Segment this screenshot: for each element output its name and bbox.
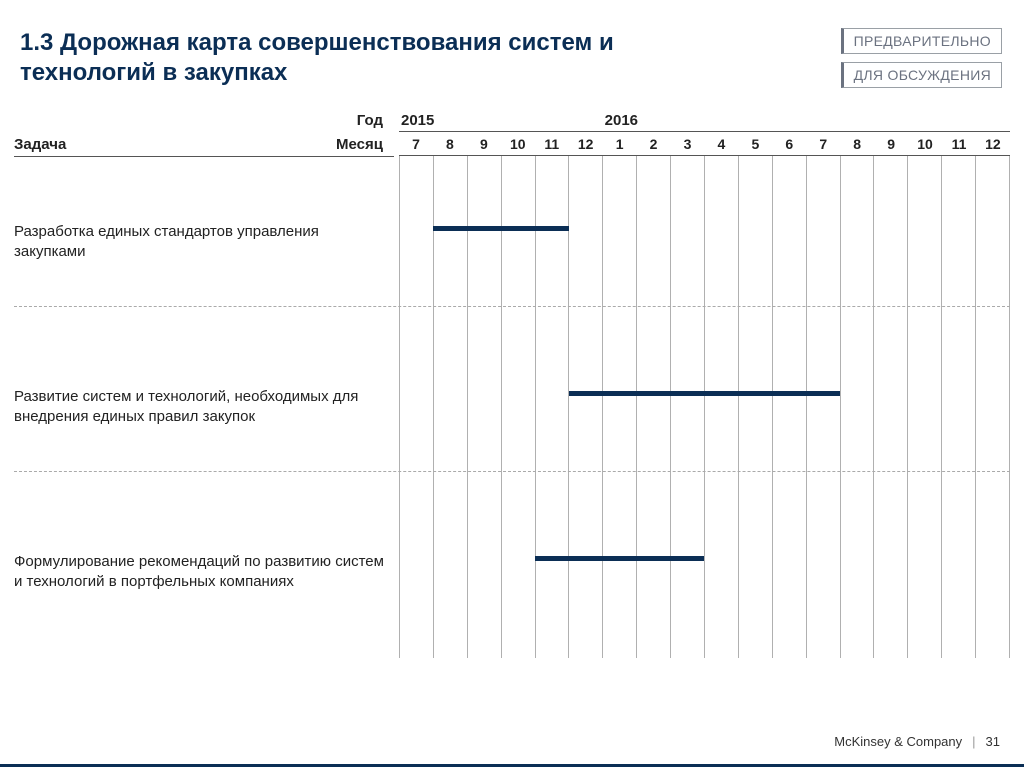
month-cell: 12 — [976, 132, 1010, 156]
month-cell: 8 — [840, 132, 874, 156]
task-label: Развитие систем и технологий, необходимы… — [14, 387, 384, 426]
stamps-container: ПРЕДВАРИТЕЛЬНО ДЛЯ ОБСУЖДЕНИЯ — [841, 28, 1002, 88]
year-cell: 2015 — [399, 108, 603, 132]
month-cell: 10 — [501, 132, 535, 156]
month-cell: 3 — [671, 132, 705, 156]
task-row: Развитие систем и технологий, необходимы… — [14, 391, 1010, 451]
gantt-bar — [433, 226, 569, 231]
gantt-tasks: Разработка единых стандартов управления … — [14, 156, 1010, 658]
month-cell: 4 — [704, 132, 738, 156]
month-cell: 9 — [874, 132, 908, 156]
month-row-label: Месяц — [336, 136, 383, 153]
month-cell: 12 — [569, 132, 603, 156]
row-divider — [14, 471, 1010, 472]
footer-page-number: 31 — [986, 734, 1000, 749]
gantt-bar — [569, 391, 841, 396]
month-cell: 6 — [772, 132, 806, 156]
years-row: 20152016 — [399, 108, 1010, 132]
gantt-bar — [535, 556, 705, 561]
month-cell: 7 — [806, 132, 840, 156]
month-cell: 8 — [433, 132, 467, 156]
month-cell: 10 — [908, 132, 942, 156]
month-cell: 9 — [467, 132, 501, 156]
task-column-header: Задача — [14, 136, 66, 153]
month-cell: 1 — [603, 132, 637, 156]
month-cell: 2 — [637, 132, 671, 156]
task-label: Разработка единых стандартов управления … — [14, 222, 384, 261]
month-cell: 5 — [738, 132, 772, 156]
month-cell: 7 — [399, 132, 433, 156]
row-divider — [14, 306, 1010, 307]
task-row: Разработка единых стандартов управления … — [14, 226, 1010, 286]
stamp-preliminary: ПРЕДВАРИТЕЛЬНО — [841, 28, 1002, 54]
footer-company: McKinsey & Company — [834, 734, 962, 749]
page-title: 1.3 Дорожная карта совершенствования сис… — [20, 28, 720, 88]
stamp-discussion: ДЛЯ ОБСУЖДЕНИЯ — [841, 62, 1002, 88]
months-row: 789101112123456789101112 — [399, 132, 1010, 156]
gantt-chart: Задача Год Месяц 20152016 78910111212345… — [14, 108, 1010, 658]
year-cell: 2016 — [603, 108, 1010, 132]
month-cell: 11 — [535, 132, 569, 156]
footer-separator: | — [972, 734, 975, 749]
task-label: Формулирование рекомендаций по развитию … — [14, 552, 384, 591]
month-cell: 11 — [942, 132, 976, 156]
task-row: Формулирование рекомендаций по развитию … — [14, 556, 1010, 616]
page-footer: McKinsey & Company | 31 — [834, 734, 1000, 749]
year-row-label: Год — [357, 112, 383, 129]
